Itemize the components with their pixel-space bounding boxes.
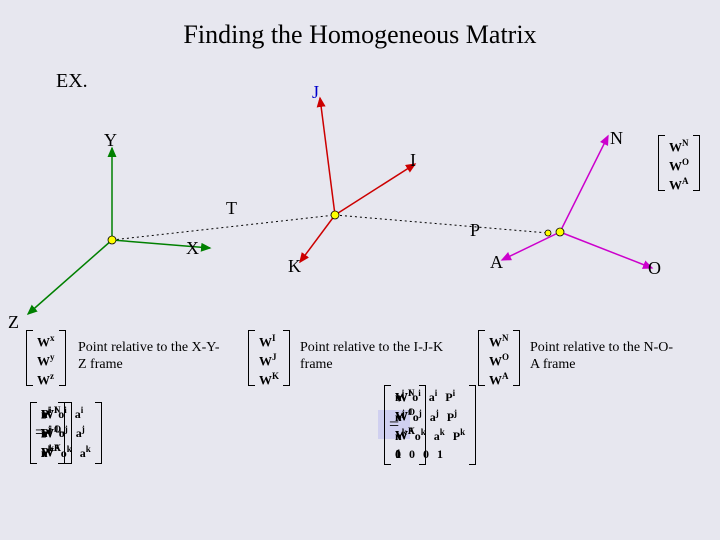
p-vector [335, 215, 548, 233]
caption-noa: Point relative to the N-O-A frame [530, 340, 680, 374]
o-axis [560, 232, 652, 268]
coordinate-diagram [0, 0, 720, 340]
vec-wijk: WIWJWK [248, 330, 290, 386]
p-point [545, 230, 551, 236]
label-Z: Z [8, 312, 19, 333]
vec-wnoa-top: WNWOWA [658, 135, 700, 191]
xyz-origin [108, 236, 116, 244]
a-axis [502, 232, 560, 260]
stage: Finding the Homogeneous Matrix EX. [0, 0, 720, 540]
equation-1: WIWJWK = PiPjPk + nioiainjojajnkokak WNW… [24, 418, 76, 447]
i-axis [335, 164, 415, 215]
equation-2: WIWJWK1 = nioiaiPinjojajPjnkokakPk0001 W… [378, 410, 410, 439]
n-axis [560, 136, 608, 232]
t-vector [112, 215, 335, 240]
label-K: K [288, 256, 301, 277]
label-T: T [226, 198, 237, 219]
label-I: I [410, 150, 416, 171]
ijk-origin [331, 211, 339, 219]
label-P: P [470, 220, 480, 241]
label-O: O [648, 258, 661, 279]
label-N: N [610, 128, 623, 149]
label-A: A [490, 252, 503, 273]
caption-ijk: Point relative to the I-J-K frame [300, 340, 450, 374]
caption-xyz: Point relative to the X-Y-Z frame [78, 340, 228, 374]
z-axis [28, 240, 112, 314]
vec-wnoa: WNWOWA [478, 330, 520, 386]
label-J: J [312, 82, 319, 103]
label-X: X [186, 238, 199, 259]
k-axis [300, 215, 335, 262]
label-Y: Y [104, 130, 117, 151]
j-axis [320, 98, 335, 215]
vec-wxyz: WxWyWz [26, 330, 66, 386]
noa-origin [556, 228, 564, 236]
